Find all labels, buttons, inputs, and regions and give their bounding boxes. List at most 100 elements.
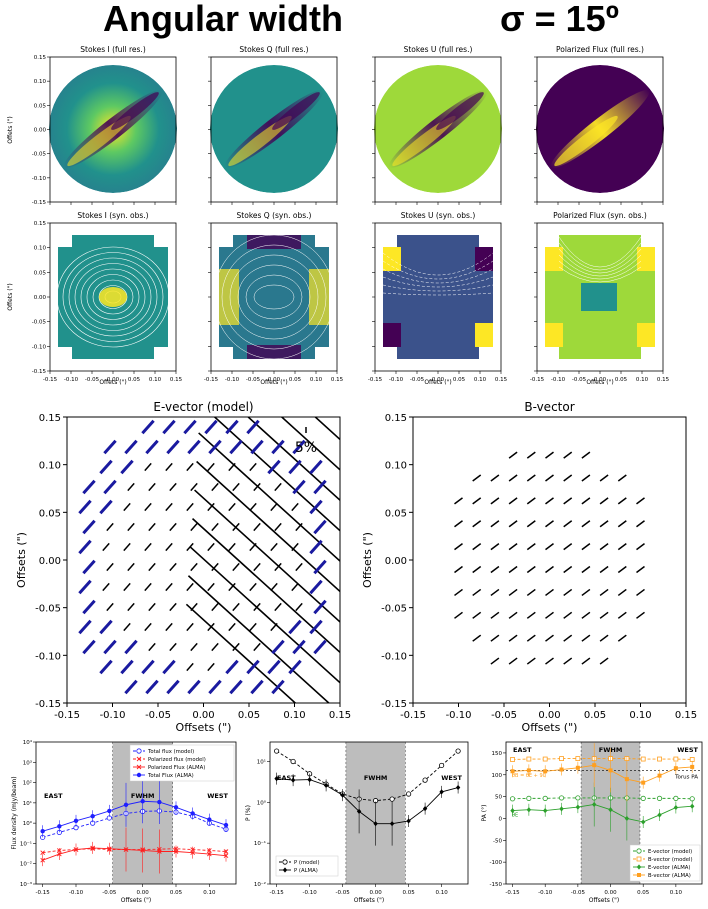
b-vector bbox=[526, 497, 536, 505]
contour-line bbox=[80, 268, 146, 326]
flux-point bbox=[207, 817, 212, 822]
bvec-xtick-label: 0.10 bbox=[629, 710, 651, 721]
e-vector bbox=[123, 622, 131, 632]
map-full-1-ytick-label: -0.15 bbox=[32, 200, 47, 206]
contour-line bbox=[558, 266, 642, 283]
polarization-point bbox=[274, 776, 279, 782]
polarization-west-label: WEST bbox=[441, 774, 462, 782]
map-title-syn-4: Polarized Flux (syn. obs.) bbox=[553, 211, 647, 220]
e-vector bbox=[190, 482, 198, 492]
e-vector bbox=[103, 439, 117, 455]
pa-point bbox=[510, 757, 515, 762]
e-vector bbox=[309, 539, 323, 555]
flux-legend: Total flux (model) Polarized flux (model)… bbox=[129, 744, 235, 782]
map-syn-3-xtick-label: 0.05 bbox=[453, 377, 466, 383]
b-vector bbox=[526, 634, 536, 642]
contour-line bbox=[92, 279, 134, 315]
e-vector bbox=[249, 542, 257, 552]
b-vector bbox=[508, 588, 518, 597]
map-syn-3-xtick-label: -0.10 bbox=[389, 377, 404, 383]
contour-line bbox=[68, 257, 158, 337]
contour-line bbox=[56, 246, 170, 348]
e-vector bbox=[313, 519, 327, 535]
flux-point bbox=[173, 849, 179, 854]
pa-point bbox=[624, 777, 629, 782]
e-vector bbox=[165, 502, 173, 512]
b-vector bbox=[472, 611, 482, 619]
pa-xtick-label: 0.05 bbox=[637, 890, 650, 896]
e-vector bbox=[124, 679, 138, 695]
b-vector bbox=[617, 634, 627, 642]
bvec-xtick-label: -0.05 bbox=[491, 710, 517, 721]
b-vector bbox=[472, 634, 482, 642]
polarization-point bbox=[438, 762, 445, 769]
pa-ylabel: PA (°) bbox=[481, 805, 488, 822]
b-vector bbox=[526, 588, 536, 597]
pa-west-label: WEST bbox=[677, 746, 698, 754]
map-syn-1-ytick-label: -0.10 bbox=[32, 344, 47, 350]
e-vector bbox=[274, 482, 282, 492]
pa-series-line-3 bbox=[512, 804, 693, 823]
e-vector bbox=[225, 659, 239, 675]
e-vector bbox=[166, 679, 180, 695]
flux-series-line-1 bbox=[42, 810, 227, 838]
flux-point bbox=[190, 850, 195, 855]
e-vector bbox=[292, 639, 306, 655]
e-vector bbox=[228, 622, 236, 632]
contour-line bbox=[221, 244, 327, 350]
b-vector bbox=[454, 520, 463, 528]
e-vector bbox=[82, 559, 96, 575]
e-vector bbox=[270, 582, 278, 592]
flux-point bbox=[90, 845, 95, 851]
b-vector bbox=[636, 611, 645, 619]
map-full-1-ytick-label: 0.05 bbox=[34, 103, 47, 109]
e-vector bbox=[270, 542, 278, 552]
map-syn-4-xtick-label: -0.10 bbox=[551, 377, 566, 383]
field-line bbox=[187, 575, 340, 703]
flux-point bbox=[40, 850, 45, 855]
e-vector bbox=[186, 662, 194, 672]
pa-point bbox=[624, 815, 630, 822]
e-vector bbox=[309, 579, 323, 595]
map-syn-1-xtick-label: 0.10 bbox=[149, 377, 162, 383]
contour-line bbox=[62, 252, 164, 342]
e-vector bbox=[270, 622, 278, 632]
e-vector bbox=[78, 499, 92, 515]
flux-point bbox=[223, 853, 229, 858]
e-vector bbox=[169, 642, 177, 652]
e-vector bbox=[166, 439, 180, 455]
polarization-legend: P (model) P (ALMA) bbox=[275, 855, 339, 877]
polarization-ytick-label: 10⁻¹ bbox=[254, 840, 266, 847]
e-vector bbox=[207, 462, 215, 472]
b-vector bbox=[581, 657, 591, 665]
e-vector bbox=[148, 602, 156, 612]
map-syn-1-xtick-label: 0.05 bbox=[128, 377, 141, 383]
flux-ytick-label: 10⁻³ bbox=[20, 881, 32, 888]
polarization-fwhm-label: FWHM bbox=[364, 774, 388, 782]
flux-legend-label: Polarized flux (model) bbox=[148, 757, 206, 763]
b-vector bbox=[636, 497, 645, 505]
evec-ytick-label: 0.05 bbox=[39, 508, 61, 519]
e-vector bbox=[204, 419, 218, 435]
evec-xtick-label: 0.00 bbox=[192, 710, 214, 721]
map-syn-4-xtick-label: -0.15 bbox=[530, 377, 545, 383]
polarization-ytick-label: 10¹ bbox=[257, 758, 266, 765]
pa-point bbox=[608, 807, 613, 813]
evec-xtick-label: -0.05 bbox=[145, 710, 171, 721]
flux-point bbox=[90, 813, 95, 819]
map-title-syn-3: Stokes U (syn. obs.) bbox=[401, 211, 476, 220]
flux-ytick-label: 10³ bbox=[23, 759, 32, 766]
b-vector bbox=[472, 474, 482, 482]
pa-xtick-label: -0.10 bbox=[538, 890, 553, 896]
flux-point bbox=[73, 818, 79, 824]
polarization-point bbox=[455, 784, 461, 791]
bvec-xlabel: Offsets (") bbox=[522, 721, 578, 734]
pa-ytick-label: 150 bbox=[492, 751, 503, 757]
polarization-point bbox=[273, 748, 280, 754]
map-syn-xlabel: Offets (") bbox=[586, 379, 613, 386]
flux-east-label: EAST bbox=[44, 792, 63, 800]
b-vector bbox=[581, 520, 591, 528]
evec-ylabel: Offsets (") bbox=[15, 532, 28, 588]
polarization-point bbox=[406, 818, 411, 824]
e-vector bbox=[127, 602, 135, 612]
